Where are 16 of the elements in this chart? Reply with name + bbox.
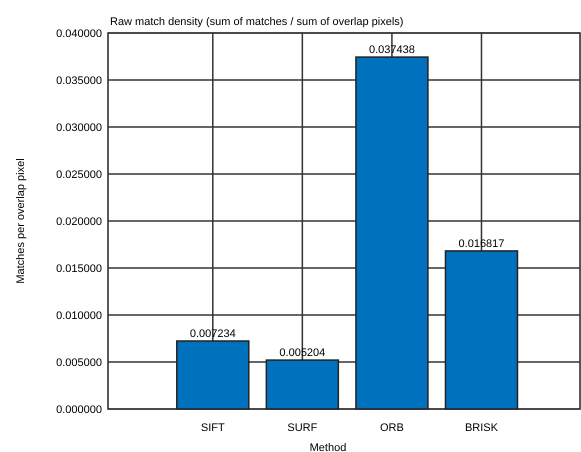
x-tick-label: SIFT	[200, 422, 225, 434]
x-tick-label: BRISK	[464, 422, 499, 434]
y-tick-label: 0.015000	[56, 262, 102, 275]
x-axis-title: Method	[310, 442, 346, 452]
y-tick-label: 0.025000	[56, 168, 102, 181]
x-tick-label: ORB	[380, 422, 404, 434]
y-tick-label: 0.035000	[56, 74, 102, 87]
y-tick-label: 0.005000	[56, 356, 102, 369]
y-tick-label: 0.020000	[56, 216, 102, 228]
y-axis-title: Matches per overlap pixel	[15, 158, 27, 284]
y-tick-label: 0.040000	[56, 28, 102, 40]
y-tick-label: 0.030000	[56, 122, 102, 134]
y-tick-label: 0.010000	[56, 310, 102, 322]
x-tick-label: SURF	[287, 422, 318, 434]
chart-title: Raw match density (sum of matches / sum of overlap pixels)	[110, 16, 404, 28]
y-tick-label: 0.000000	[56, 404, 102, 416]
